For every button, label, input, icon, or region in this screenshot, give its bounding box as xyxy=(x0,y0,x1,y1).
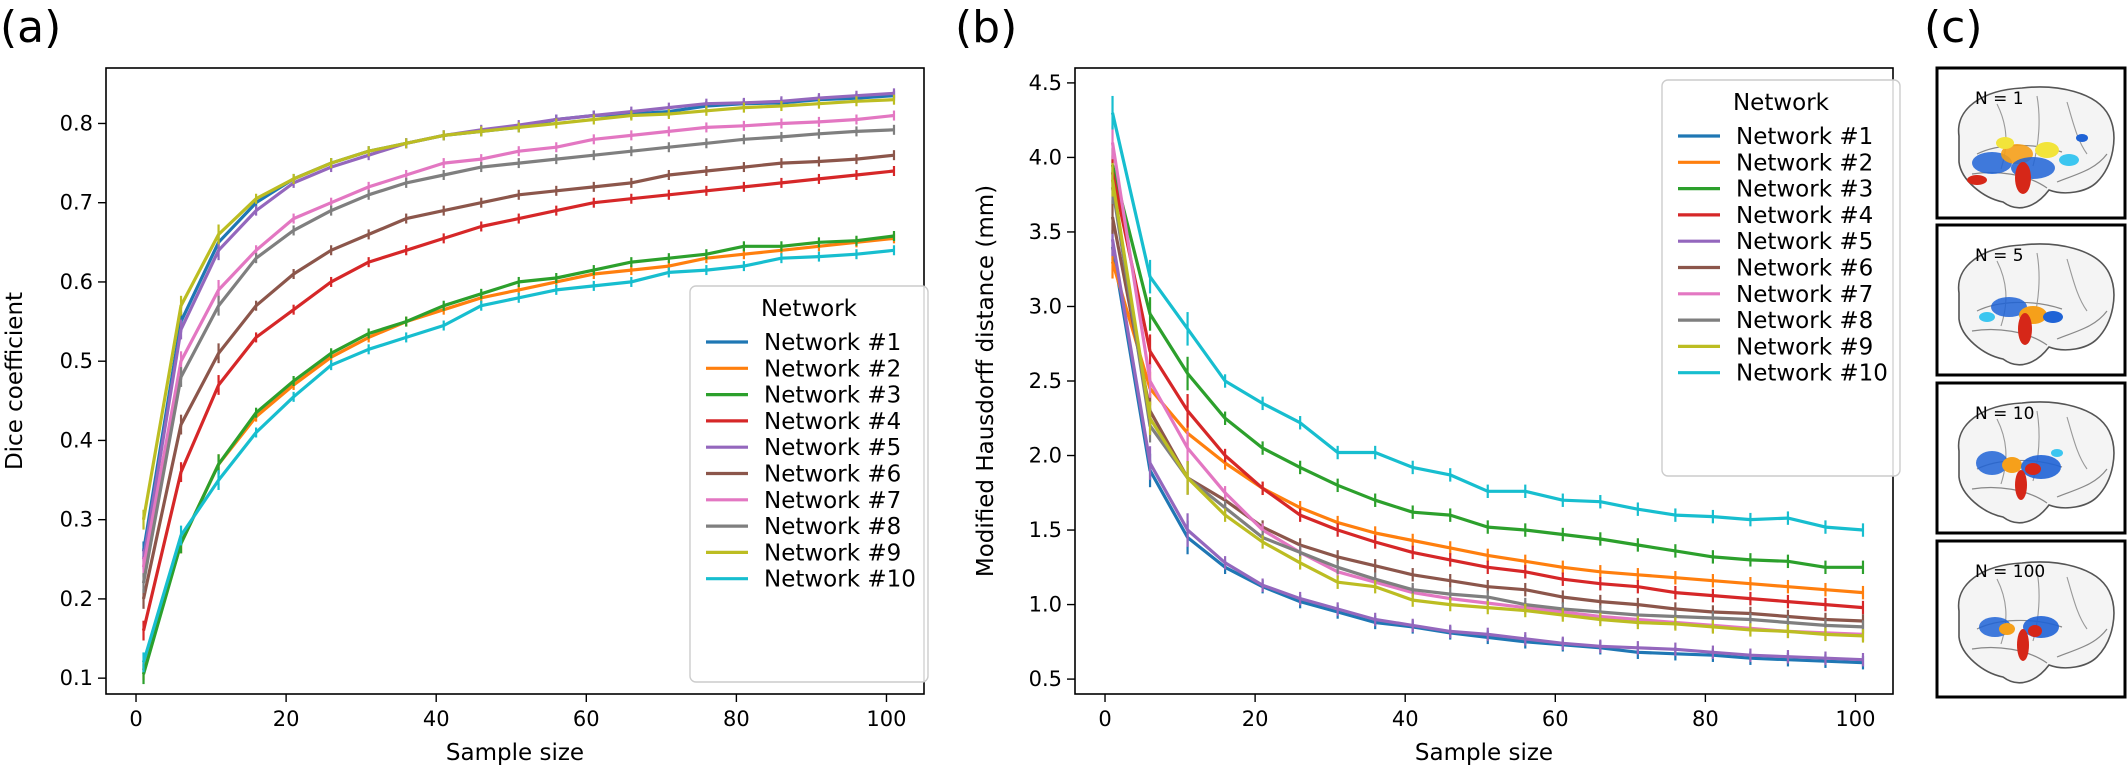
dice-legend-entry: Network #2 xyxy=(764,356,901,382)
hausdorff-legend-entry: Network #2 xyxy=(1736,150,1873,176)
hausdorff-y-tick-label: 1.5 xyxy=(1029,518,1062,542)
dice-y-tick-label: 0.2 xyxy=(60,587,93,611)
hausdorff-x-tick-label: 20 xyxy=(1242,707,1269,731)
dice-legend-entry: Network #5 xyxy=(764,435,901,461)
dice-y-tick-label: 0.3 xyxy=(60,508,93,532)
dice-legend-entry: Network #10 xyxy=(764,567,916,593)
brain-sample-label: N = 5 xyxy=(1975,246,2024,266)
activation-blob xyxy=(1976,449,2063,500)
dice-legend-entry: Network #3 xyxy=(764,383,901,409)
dice-legend-entry: Network #4 xyxy=(764,409,901,435)
hausdorff-y-tick-label: 0.5 xyxy=(1029,667,1062,691)
brain-sample-label: N = 10 xyxy=(1975,404,2034,424)
brain-map-n1: N = 1 xyxy=(1935,66,2127,220)
hausdorff-y-tick-label: 4.0 xyxy=(1029,145,1062,169)
hausdorff-y-tick-label: 2.5 xyxy=(1029,369,1062,393)
hausdorff-y-tick-label: 4.5 xyxy=(1029,71,1062,95)
dice-y-tick-label: 0.8 xyxy=(60,111,93,135)
hausdorff-legend-entry: Network #6 xyxy=(1736,256,1873,282)
hausdorff-x-tick-label: 100 xyxy=(1835,707,1875,731)
dice-x-tick-label: 100 xyxy=(866,707,906,731)
brain-map-n5: N = 5 xyxy=(1935,223,2127,377)
dice-legend-entry: Network #1 xyxy=(764,330,901,356)
dice-x-axis-label: Sample size xyxy=(446,740,584,766)
hausdorff-x-axis-label: Sample size xyxy=(1415,740,1553,766)
brain-sample-label: N = 100 xyxy=(1975,562,2045,582)
hausdorff-y-tick-label: 3.0 xyxy=(1029,294,1062,318)
brain-map-n100: N = 100 xyxy=(1935,539,2127,699)
hausdorff-legend-entry: Network #9 xyxy=(1736,334,1873,360)
hausdorff-x-tick-label: 40 xyxy=(1392,707,1419,731)
activation-blob xyxy=(1979,297,2063,345)
dice-x-tick-label: 80 xyxy=(723,707,750,731)
activation-blob xyxy=(1979,616,2059,661)
hausdorff-legend-entry: Network #1 xyxy=(1736,124,1873,150)
hausdorff-legend-entry: Network #7 xyxy=(1736,282,1873,308)
dice-legend-entry: Network #9 xyxy=(764,540,901,566)
dice-y-tick-label: 0.4 xyxy=(60,428,93,452)
hausdorff-legend-entry: Network #5 xyxy=(1736,229,1873,255)
dice-x-tick-label: 60 xyxy=(573,707,600,731)
hausdorff-y-tick-label: 1.0 xyxy=(1029,593,1062,617)
hausdorff-x-tick-label: 80 xyxy=(1692,707,1719,731)
brain-map-n10: N = 10 xyxy=(1935,381,2127,535)
dice-legend-box xyxy=(689,285,929,683)
dice-x-tick-label: 20 xyxy=(273,707,300,731)
hausdorff-legend-title: Network xyxy=(1733,90,1830,116)
hausdorff-legend-entry: Network #10 xyxy=(1736,361,1888,387)
hausdorff-legend-box xyxy=(1661,79,1901,477)
hausdorff-y-tick-label: 3.5 xyxy=(1029,220,1062,244)
panel-a-letter: (a) xyxy=(0,2,61,53)
hausdorff-y-axis-label: Modified Hausdorff distance (mm) xyxy=(973,185,999,577)
hausdorff-x-tick-label: 0 xyxy=(1098,707,1111,731)
hausdorff-y-tick-label: 2.0 xyxy=(1029,444,1062,468)
hausdorff-legend-entry: Network #3 xyxy=(1736,177,1873,203)
dice-y-tick-label: 0.5 xyxy=(60,349,93,373)
panel-c-letter: (c) xyxy=(1924,2,1983,53)
panel-b-letter: (b) xyxy=(955,2,1017,53)
dice-y-tick-label: 0.1 xyxy=(60,666,93,690)
dice-legend-entry: Network #7 xyxy=(764,488,901,514)
dice-y-axis-label: Dice coefficient xyxy=(2,292,28,470)
dice-legend-entry: Network #6 xyxy=(764,462,901,488)
dice-y-tick-label: 0.7 xyxy=(60,191,93,215)
dice-y-tick-label: 0.6 xyxy=(60,270,93,294)
dice-x-tick-label: 0 xyxy=(129,707,142,731)
hausdorff-legend-entry: Network #4 xyxy=(1736,203,1873,229)
dice-legend-entry: Network #8 xyxy=(764,514,901,540)
hausdorff-legend-entry: Network #8 xyxy=(1736,308,1873,334)
dice-x-tick-label: 40 xyxy=(423,707,450,731)
activation-blob xyxy=(1967,134,2088,194)
dice-legend-title: Network xyxy=(761,296,858,322)
brain-sample-label: N = 1 xyxy=(1975,89,2024,109)
hausdorff-chart: 0 20 40 60 80 1000.51.01.52.02.53.03.54.04.5 … xyxy=(973,67,1901,766)
hausdorff-x-tick-label: 60 xyxy=(1542,707,1569,731)
dice-chart: 0 20 40 60 80 100 0.1 0.2 0.3 0.4 0.5 0.6 0.7 0.8 Sam… xyxy=(2,67,929,766)
